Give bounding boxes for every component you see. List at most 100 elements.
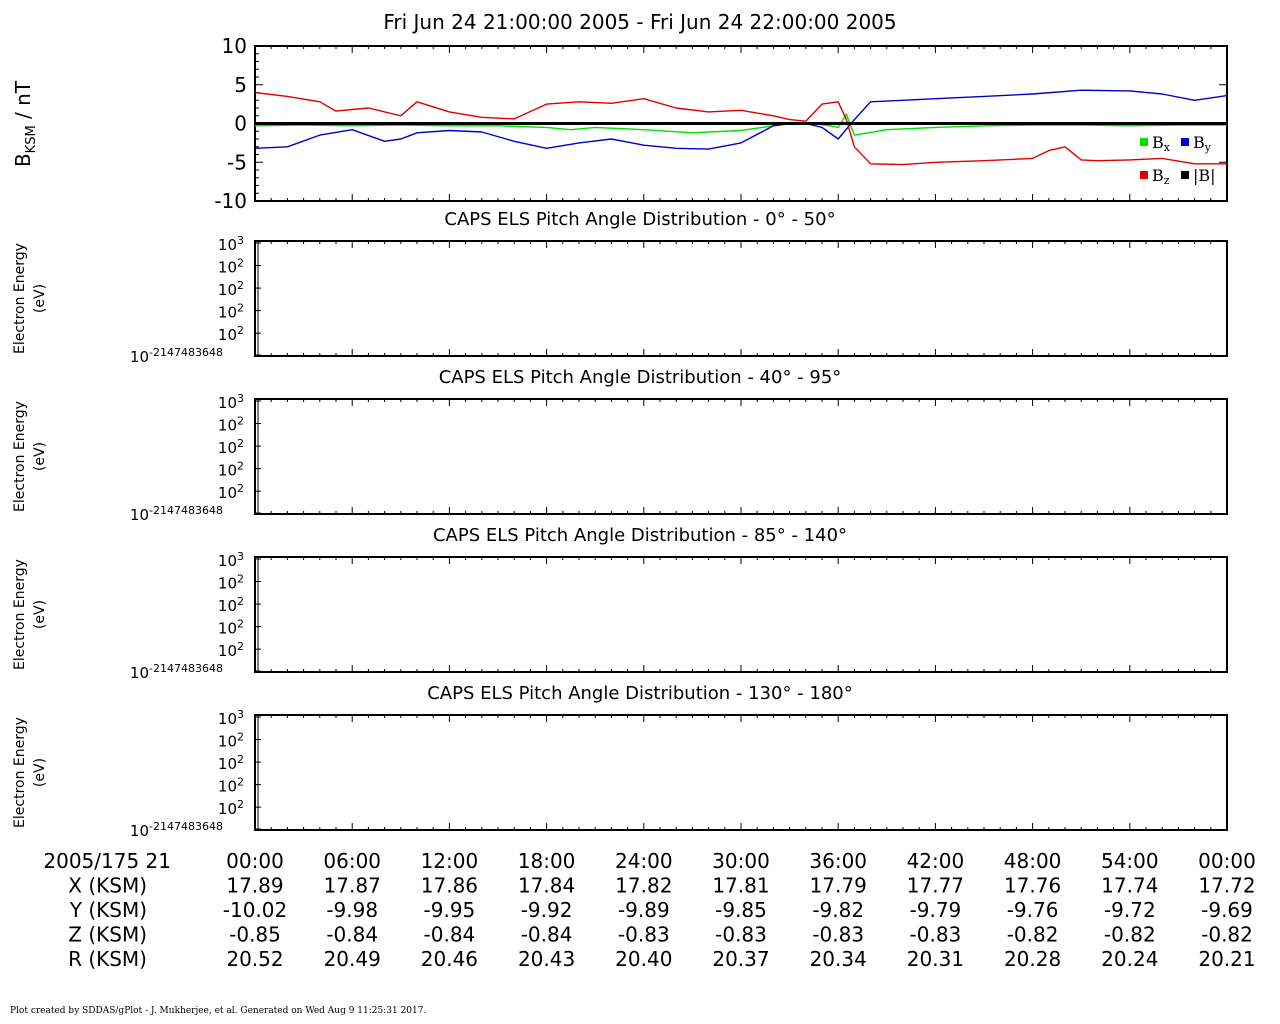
els-y-tick-label: 10 bbox=[218, 304, 237, 322]
ephemeris-cell: 17.89 bbox=[226, 874, 283, 898]
els-y-tick-label: 10 bbox=[130, 822, 149, 840]
els-y-tick-label: 10 bbox=[218, 755, 237, 773]
els-y-tick-label: 10 bbox=[130, 348, 149, 366]
ephemeris-cell: 17.79 bbox=[810, 874, 867, 898]
ephemeris-cell: 00:00 bbox=[226, 849, 284, 873]
ephemeris-cell: 17.82 bbox=[615, 874, 672, 898]
els-y-tick-label: 10 bbox=[218, 236, 237, 254]
ephemeris-row-label: X (KSM) bbox=[68, 874, 147, 898]
legend-label-b: |B| bbox=[1193, 166, 1216, 185]
els-y-tick-exponent: 2 bbox=[237, 415, 244, 428]
els-y-axis-unit: (eV) bbox=[32, 442, 48, 471]
ephemeris-cell: 17.77 bbox=[907, 874, 964, 898]
els-panel-frame bbox=[254, 714, 1228, 831]
els-y-tick-exponent: 2 bbox=[237, 640, 244, 653]
els-y-axis-label: Electron Energy bbox=[12, 717, 28, 828]
legend-swatch-bx bbox=[1140, 138, 1148, 146]
ephemeris-cell: -9.82 bbox=[812, 898, 864, 922]
ephemeris-cell: 17.72 bbox=[1198, 874, 1255, 898]
panels: 10 5 0 -5 -10 BKSM / nT Bx By Bz |B| CAPS ELS Pitc… bbox=[11, 34, 1228, 840]
mag-y-tick-label: 0 bbox=[234, 112, 247, 136]
ephemeris-cell: 20.21 bbox=[1198, 947, 1255, 971]
els-y-axis-label: Electron Energy bbox=[12, 559, 28, 670]
ephemeris-cell: 20.37 bbox=[712, 947, 769, 971]
ephemeris-row-label: Z (KSM) bbox=[68, 923, 147, 947]
ephemeris-cell: 20.40 bbox=[615, 947, 672, 971]
ephemeris-cell: 20.34 bbox=[810, 947, 867, 971]
els-y-tick-exponent: 2 bbox=[237, 776, 244, 789]
ephemeris-cell: 17.84 bbox=[518, 874, 575, 898]
plot-title: Fri Jun 24 21:00:00 2005 - Fri Jun 24 22… bbox=[383, 10, 896, 34]
ephemeris-cell: -0.82 bbox=[1007, 923, 1059, 947]
els-panel-frame bbox=[254, 240, 1228, 357]
els-y-tick-label: 10 bbox=[218, 733, 237, 751]
legend-label-by: By bbox=[1193, 133, 1212, 154]
els-y-tick-exponent: 2 bbox=[237, 753, 244, 766]
ephemeris-cell: -0.84 bbox=[521, 923, 573, 947]
ephemeris-cell: -0.83 bbox=[715, 923, 767, 947]
ephemeris-cell: -0.83 bbox=[910, 923, 962, 947]
els-y-tick-label: 10 bbox=[218, 462, 237, 480]
ephemeris-cell: 12:00 bbox=[421, 849, 479, 873]
els-panel-title: CAPS ELS Pitch Angle Distribution - 130°… bbox=[427, 683, 853, 704]
els-y-tick-exponent: -2147483648 bbox=[149, 346, 223, 359]
legend-swatch-by bbox=[1181, 138, 1189, 146]
els-y-tick-exponent: 2 bbox=[237, 460, 244, 473]
els-y-tick-label: 10 bbox=[218, 484, 237, 502]
ephemeris-cell: 17.81 bbox=[712, 874, 769, 898]
els-y-axis-label: Electron Energy bbox=[12, 243, 28, 354]
ephemeris-cell: 30:00 bbox=[712, 849, 770, 873]
els-y-axis-unit: (eV) bbox=[32, 758, 48, 787]
els-y-tick-label: 10 bbox=[130, 664, 149, 682]
els-y-tick-label: 10 bbox=[218, 552, 237, 570]
mag-y-tick-label: -5 bbox=[227, 150, 247, 174]
ephemeris-cell: 17.74 bbox=[1101, 874, 1158, 898]
legend-label-bx: Bx bbox=[1152, 133, 1171, 154]
els-y-tick-exponent: 2 bbox=[237, 731, 244, 744]
ephemeris-cell: 17.86 bbox=[421, 874, 478, 898]
ephemeris-cell: 06:00 bbox=[323, 849, 381, 873]
els-y-axis-unit: (eV) bbox=[32, 284, 48, 313]
els-y-axis-label: Electron Energy bbox=[12, 401, 28, 512]
ephemeris-cell: 36:00 bbox=[809, 849, 867, 873]
ephemeris-cell: 17.87 bbox=[324, 874, 381, 898]
ephemeris-cell: 24:00 bbox=[615, 849, 673, 873]
ephemeris-cell: -9.79 bbox=[910, 898, 962, 922]
ephemeris-cell: -0.82 bbox=[1104, 923, 1156, 947]
els-y-tick-label: 10 bbox=[218, 394, 237, 412]
els-y-tick-label: 10 bbox=[218, 259, 237, 277]
ephemeris-cell: 00:00 bbox=[1198, 849, 1256, 873]
ephemeris-cell: 20.24 bbox=[1101, 947, 1158, 971]
ephemeris-row-label: 2005/175 21 bbox=[43, 849, 171, 873]
ephemeris-cell: -0.85 bbox=[229, 923, 281, 947]
els-panel-frame bbox=[254, 398, 1228, 515]
ephemeris-cell: -0.83 bbox=[812, 923, 864, 947]
ephemeris-cell: -9.98 bbox=[326, 898, 378, 922]
els-panel-title: CAPS ELS Pitch Angle Distribution - 40° … bbox=[439, 367, 842, 388]
ephemeris-table: 2005/175 21 00:00 06:00 12:00 18:00 24:00 30:0… bbox=[43, 849, 1255, 971]
els-y-tick-exponent: -2147483648 bbox=[149, 504, 223, 517]
els-y-tick-exponent: 2 bbox=[237, 618, 244, 631]
series-line-by bbox=[255, 89, 1227, 150]
mag-y-tick-label: 10 bbox=[222, 34, 247, 58]
footer-credit: Plot created by SDDAS/gPlot - J. Mukherj… bbox=[10, 1006, 427, 1016]
ephemeris-cell: -0.84 bbox=[326, 923, 378, 947]
ephemeris-cell: 20.46 bbox=[421, 947, 478, 971]
els-y-tick-label: 10 bbox=[218, 800, 237, 818]
ephemeris-cell: 20.28 bbox=[1004, 947, 1061, 971]
ephemeris-cell: 48:00 bbox=[1004, 849, 1062, 873]
els-y-tick-label: 10 bbox=[218, 326, 237, 344]
legend-swatch-bz bbox=[1140, 171, 1148, 179]
els-y-tick-exponent: 2 bbox=[237, 798, 244, 811]
mag-series-group bbox=[255, 89, 1227, 166]
ephemeris-row-label: R (KSM) bbox=[68, 947, 147, 971]
ephemeris-cell: 42:00 bbox=[907, 849, 965, 873]
ephemeris-cell: -9.95 bbox=[424, 898, 476, 922]
ephemeris-cell: -9.92 bbox=[521, 898, 573, 922]
els-y-tick-exponent: 2 bbox=[237, 595, 244, 608]
series-line-bz bbox=[255, 91, 1227, 166]
els-y-tick-label: 10 bbox=[218, 642, 237, 660]
legend-swatch-b bbox=[1181, 171, 1189, 179]
els-y-tick-label: 10 bbox=[218, 710, 237, 728]
els-y-tick-label: 10 bbox=[218, 439, 237, 457]
